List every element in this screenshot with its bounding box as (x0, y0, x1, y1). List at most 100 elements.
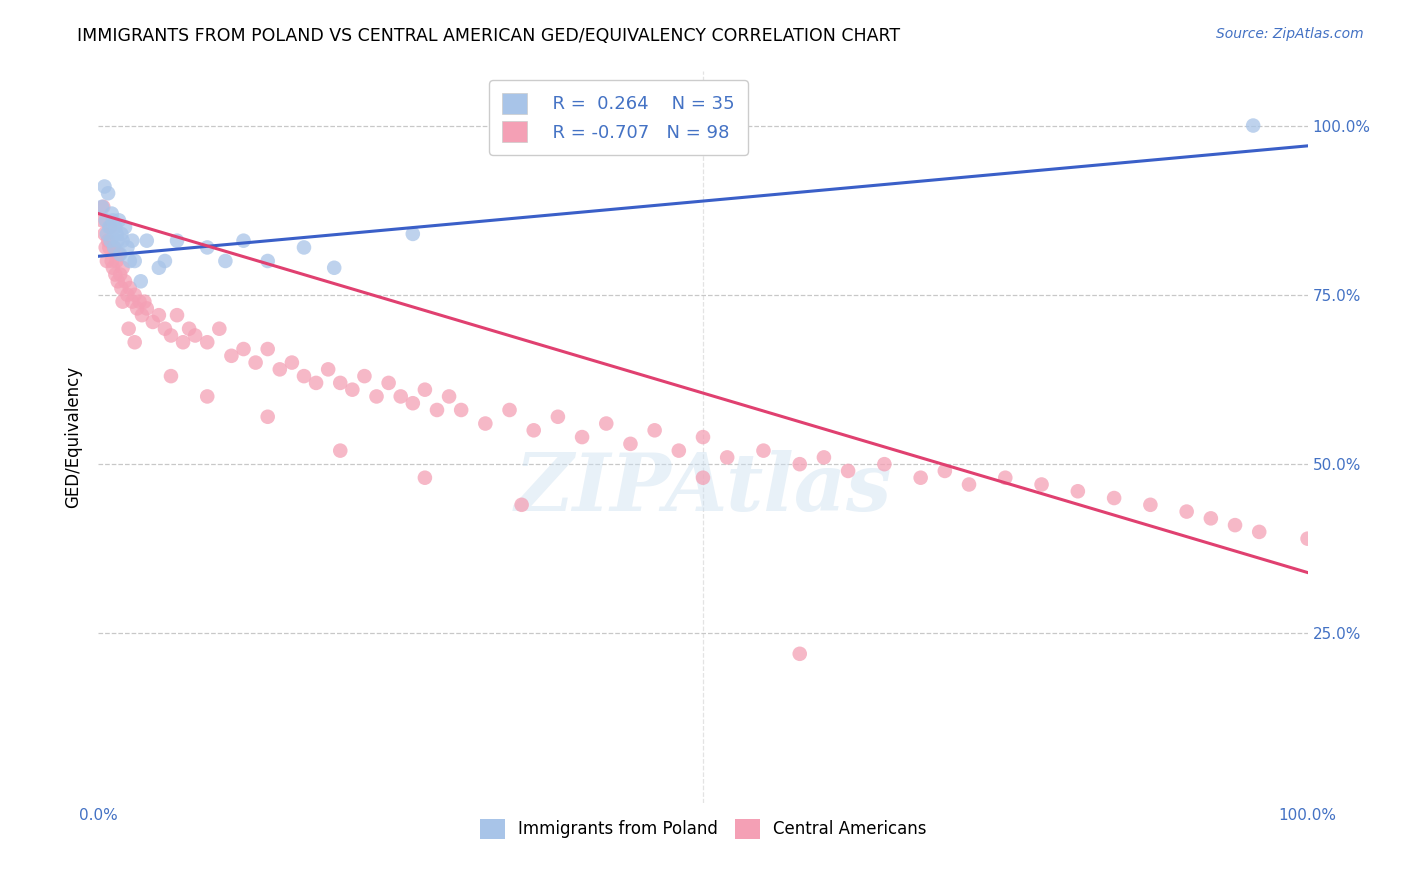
Point (413, 383, 436, 397)
Point (117, 288, 139, 302)
Point (172, 335, 194, 350)
Point (148, 308, 170, 322)
Point (523, 423, 546, 437)
Point (377, 376, 399, 390)
Point (692, 471, 714, 485)
Point (105, 254, 128, 268)
Point (121, 234, 143, 248)
Point (305, 376, 328, 390)
Point (104, 268, 127, 282)
Point (111, 234, 134, 248)
Point (128, 294, 150, 309)
Point (232, 234, 254, 248)
Point (131, 308, 153, 322)
Point (103, 240, 125, 254)
Point (98, 240, 121, 254)
Point (813, 450, 835, 465)
Point (256, 342, 278, 356)
Point (121, 294, 143, 309)
Point (108, 247, 131, 261)
Point (323, 260, 346, 275)
Point (789, 647, 811, 661)
Point (292, 369, 315, 384)
Point (281, 355, 304, 369)
Point (353, 369, 375, 384)
Point (110, 227, 132, 241)
Point (329, 443, 352, 458)
Point (208, 322, 231, 336)
Point (426, 403, 449, 417)
Point (96, 227, 118, 241)
Point (644, 423, 666, 437)
Point (118, 322, 141, 336)
Point (129, 274, 152, 288)
Point (148, 260, 170, 275)
Point (135, 234, 157, 248)
Text: ZIPAtlas: ZIPAtlas (515, 450, 891, 527)
Point (94, 240, 117, 254)
Point (789, 457, 811, 471)
Point (389, 389, 412, 403)
Point (957, 477, 980, 491)
Point (1067, 484, 1090, 499)
Point (1223, 518, 1246, 533)
Point (108, 213, 131, 227)
Point (98, 220, 121, 235)
Point (118, 281, 141, 295)
Point (111, 260, 134, 275)
Point (184, 328, 207, 343)
Point (910, 471, 932, 485)
Point (179, 322, 201, 336)
Point (571, 430, 593, 444)
Point (214, 254, 236, 268)
Point (402, 227, 425, 241)
Point (111, 294, 134, 309)
Point (1199, 511, 1222, 525)
Point (100, 220, 122, 235)
Point (118, 254, 141, 268)
Point (124, 254, 146, 268)
Point (114, 220, 136, 235)
Point (692, 430, 714, 444)
Point (104, 220, 127, 235)
Point (107, 274, 129, 288)
Point (256, 409, 278, 424)
Point (97, 234, 120, 248)
Point (103, 240, 125, 254)
Point (134, 294, 156, 309)
Point (107, 234, 129, 248)
Point (547, 409, 569, 424)
Point (135, 301, 157, 316)
Point (100, 234, 122, 248)
Point (1175, 505, 1198, 519)
Point (450, 403, 472, 417)
Point (1102, 491, 1125, 505)
Point (402, 396, 425, 410)
Text: Source: ZipAtlas.com: Source: ZipAtlas.com (1216, 27, 1364, 41)
Point (195, 389, 218, 403)
Point (91, 200, 114, 214)
Point (100, 254, 122, 268)
Point (114, 274, 136, 288)
Legend: Immigrants from Poland, Central Americans: Immigrants from Poland, Central American… (472, 812, 934, 846)
Point (97, 186, 120, 201)
Text: IMMIGRANTS FROM POLAND VS CENTRAL AMERICAN GED/EQUIVALENCY CORRELATION CHART: IMMIGRANTS FROM POLAND VS CENTRAL AMERIC… (77, 27, 900, 45)
Point (117, 240, 139, 254)
Point (437, 389, 460, 403)
Point (232, 342, 254, 356)
Point (166, 234, 188, 248)
Y-axis label: GED/Equivalency: GED/Equivalency (65, 366, 83, 508)
Point (595, 417, 617, 431)
Point (91, 200, 114, 214)
Point (153, 322, 176, 336)
Point (510, 498, 533, 512)
Point (91, 213, 114, 227)
Point (752, 443, 775, 458)
Point (108, 268, 131, 282)
Point (153, 254, 176, 268)
Point (474, 417, 496, 431)
Point (1249, 524, 1271, 539)
Point (105, 227, 128, 241)
Point (366, 389, 388, 403)
Point (873, 457, 896, 471)
